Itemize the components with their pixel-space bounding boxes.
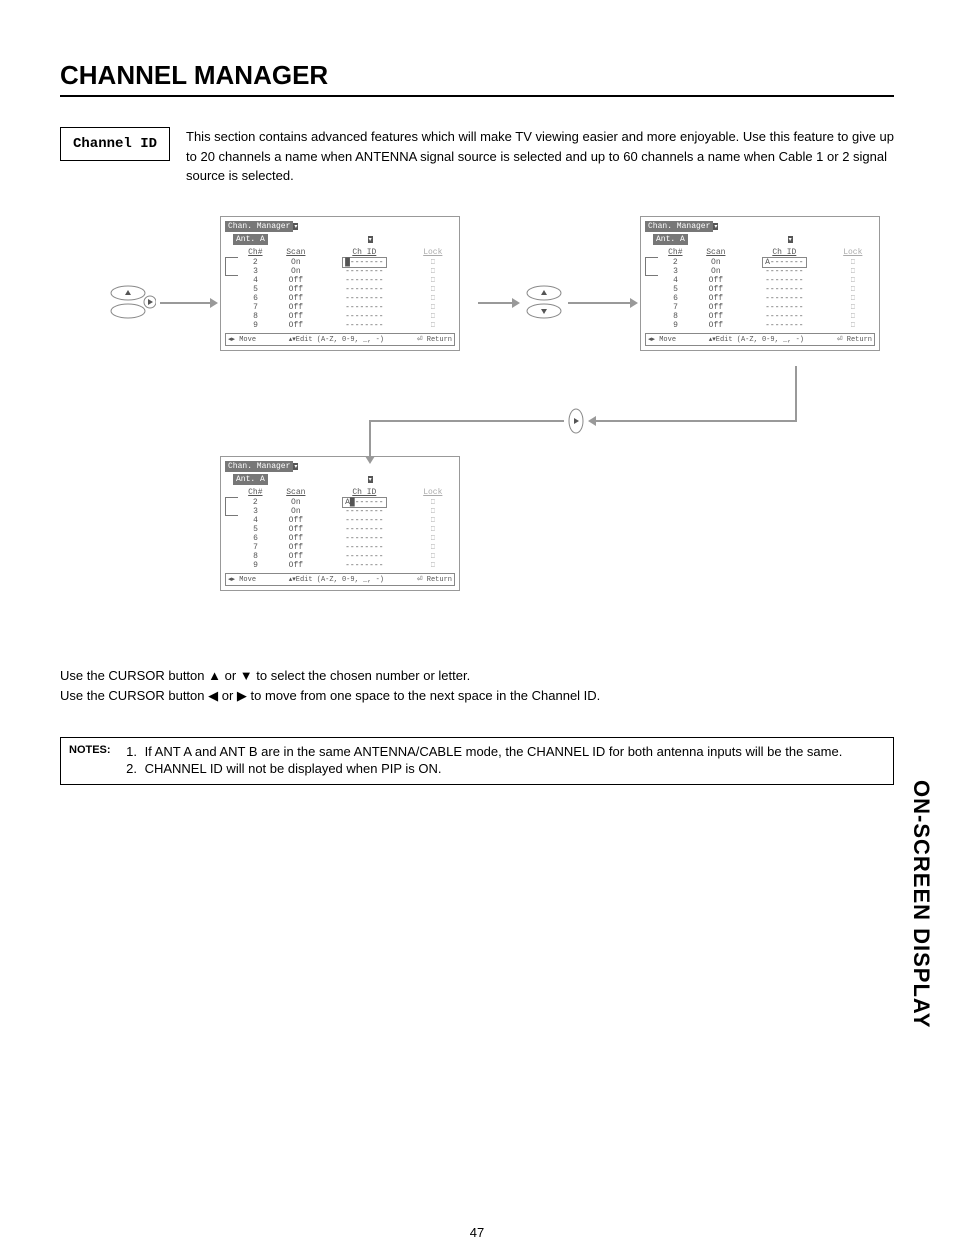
- side-tab: ON-SCREEN DISPLAY: [908, 780, 934, 1028]
- col-lock: Lock: [831, 247, 875, 258]
- diagram-area: Chan. Manager▾ Ant. A ▾ Ch# Scan Ch ID L…: [100, 216, 894, 636]
- table-row: 5Off--------: [646, 285, 876, 294]
- down-arrow-icon: [240, 668, 253, 683]
- footer-move: ◂▸ Move: [228, 335, 256, 344]
- menu-sub: Ant. A: [233, 234, 268, 245]
- table-row: 8Off--------: [226, 552, 456, 561]
- col-chid: Ch ID: [318, 487, 411, 498]
- menu-panel-3: Chan. Manager▾ Ant. A ▾ Ch# Scan Ch ID L…: [220, 456, 460, 591]
- note-item: If ANT A and ANT B are in the same ANTEN…: [141, 744, 843, 759]
- arrow-icon: [160, 296, 218, 314]
- right-arrow-icon: [237, 688, 247, 703]
- cursor-instructions: Use the CURSOR button or to select the c…: [60, 666, 894, 708]
- page-title: CHANNEL MANAGER: [60, 60, 894, 97]
- footer-return: ⏎ Return: [417, 335, 452, 344]
- table-row: 3On--------: [646, 267, 876, 276]
- cursor-line2-pre: Use the CURSOR button: [60, 688, 208, 703]
- table-row: 4Off--------: [646, 276, 876, 285]
- channel-id-box: Channel ID: [60, 127, 170, 161]
- col-lock: Lock: [411, 487, 455, 498]
- arrow-icon: [568, 296, 638, 314]
- remote-dpad-icon: [520, 284, 566, 320]
- table-row: 6Off--------: [226, 294, 456, 303]
- col-scan: Scan: [274, 487, 318, 498]
- col-scan: Scan: [274, 247, 318, 258]
- table-row: 2On█-------: [226, 258, 456, 267]
- notes-label: NOTES:: [69, 744, 111, 778]
- footer-edit: ▴▾Edit (A-Z, 0-9, _, -): [709, 335, 804, 344]
- cursor-line2-mid: or: [218, 688, 237, 703]
- remote-right-icon: [566, 408, 586, 439]
- left-arrow-icon: [208, 688, 218, 703]
- table-row: 5Off--------: [226, 285, 456, 294]
- table-row: 7Off--------: [226, 543, 456, 552]
- table-row: 4Off--------: [226, 516, 456, 525]
- menu-sub: Ant. A: [653, 234, 688, 245]
- col-lock: Lock: [411, 247, 455, 258]
- footer-edit: ▴▾Edit (A-Z, 0-9, _, -): [289, 575, 384, 584]
- menu-header: Chan. Manager: [645, 221, 713, 232]
- col-chid: Ch ID: [318, 247, 411, 258]
- menu-panel-1: Chan. Manager▾ Ant. A ▾ Ch# Scan Ch ID L…: [220, 216, 460, 351]
- cursor-line1-pre: Use the CURSOR button: [60, 668, 208, 683]
- table-row: 5Off--------: [226, 525, 456, 534]
- menu-header: Chan. Manager: [225, 221, 293, 232]
- intro-text: This section contains advanced features …: [186, 127, 894, 186]
- up-arrow-icon: [208, 668, 221, 683]
- menu-sub: Ant. A: [233, 474, 268, 485]
- table-row: 3On--------: [226, 267, 456, 276]
- cursor-line2-post: to move from one space to the next space…: [247, 688, 600, 703]
- table-row: 6Off--------: [646, 294, 876, 303]
- footer-return: ⏎ Return: [417, 575, 452, 584]
- table-row: 8Off--------: [646, 312, 876, 321]
- table-row: 9Off--------: [226, 561, 456, 570]
- table-row: 8Off--------: [226, 312, 456, 321]
- page-number: 47: [0, 1225, 954, 1240]
- flow-arrow-icon: [586, 366, 806, 441]
- table-row: 3On--------: [226, 507, 456, 516]
- table-row: 2OnA█------: [226, 498, 456, 507]
- notes-box: NOTES: If ANT A and ANT B are in the sam…: [60, 737, 894, 785]
- footer-move: ◂▸ Move: [228, 575, 256, 584]
- footer-edit: ▴▾Edit (A-Z, 0-9, _, -): [289, 335, 384, 344]
- flow-arrow-icon: [350, 416, 566, 471]
- col-ch: Ch#: [238, 247, 274, 258]
- table-row: 9Off--------: [226, 321, 456, 330]
- footer-return: ⏎ Return: [837, 335, 872, 344]
- cursor-line1-post: to select the chosen number or letter.: [253, 668, 471, 683]
- menu-header: Chan. Manager: [225, 461, 293, 472]
- col-ch: Ch#: [238, 487, 274, 498]
- arrow-icon: [478, 296, 520, 314]
- table-row: 9Off--------: [646, 321, 876, 330]
- col-ch: Ch#: [658, 247, 694, 258]
- remote-dpad-icon: [110, 284, 156, 320]
- cursor-line1-mid: or: [221, 668, 240, 683]
- table-row: 6Off--------: [226, 534, 456, 543]
- col-chid: Ch ID: [738, 247, 831, 258]
- table-row: 4Off--------: [226, 276, 456, 285]
- table-row: 7Off--------: [226, 303, 456, 312]
- menu-panel-2: Chan. Manager▾ Ant. A ▾ Ch# Scan Ch ID L…: [640, 216, 880, 351]
- col-scan: Scan: [694, 247, 738, 258]
- table-row: 7Off--------: [646, 303, 876, 312]
- table-row: 2OnA-------: [646, 258, 876, 267]
- note-item: CHANNEL ID will not be displayed when PI…: [141, 761, 843, 776]
- footer-move: ◂▸ Move: [648, 335, 676, 344]
